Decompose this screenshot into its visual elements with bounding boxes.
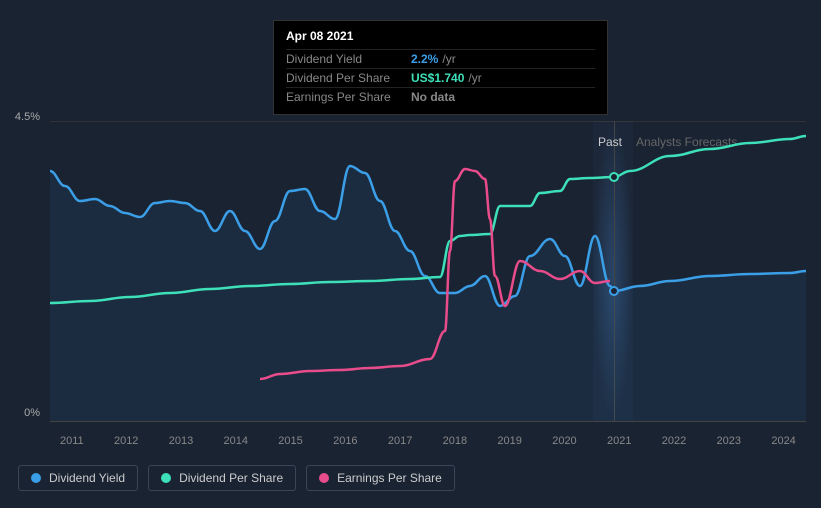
tooltip-label: Dividend Yield bbox=[286, 52, 411, 66]
legend-dot-icon bbox=[161, 473, 171, 483]
tooltip-unit: /yr bbox=[468, 71, 481, 85]
chart-bottom-border bbox=[50, 421, 806, 422]
x-axis: 2011 2012 2013 2014 2015 2016 2017 2018 2019 2020… bbox=[50, 435, 806, 447]
x-tick: 2011 bbox=[60, 435, 84, 447]
legend-dot-icon bbox=[31, 473, 41, 483]
legend-label: Earnings Per Share bbox=[337, 471, 442, 485]
tooltip-row: Dividend Per ShareUS$1.740/yr bbox=[286, 68, 595, 87]
tooltip-row: Earnings Per ShareNo data bbox=[286, 87, 595, 106]
x-tick: 2019 bbox=[497, 435, 521, 447]
chart-tooltip: Apr 08 2021 Dividend Yield2.2%/yrDividen… bbox=[273, 20, 608, 115]
legend-item[interactable]: Earnings Per Share bbox=[306, 465, 455, 491]
tooltip-row: Dividend Yield2.2% /yr bbox=[286, 49, 595, 68]
legend-item[interactable]: Dividend Yield bbox=[18, 465, 138, 491]
x-tick: 2016 bbox=[333, 435, 357, 447]
x-tick: 2024 bbox=[771, 435, 795, 447]
series-marker bbox=[610, 173, 618, 181]
tooltip-label: Dividend Per Share bbox=[286, 71, 411, 85]
y-axis-min: 0% bbox=[24, 407, 40, 419]
x-tick: 2018 bbox=[443, 435, 467, 447]
tooltip-date: Apr 08 2021 bbox=[286, 29, 595, 43]
x-tick: 2013 bbox=[169, 435, 193, 447]
legend-item[interactable]: Dividend Per Share bbox=[148, 465, 296, 491]
tooltip-label: Earnings Per Share bbox=[286, 90, 411, 104]
legend-label: Dividend Per Share bbox=[179, 471, 283, 485]
x-tick: 2014 bbox=[224, 435, 248, 447]
y-axis-max: 4.5% bbox=[15, 111, 40, 123]
x-tick: 2017 bbox=[388, 435, 412, 447]
x-tick: 2012 bbox=[114, 435, 138, 447]
tooltip-value: No data bbox=[411, 90, 455, 104]
x-tick: 2022 bbox=[662, 435, 686, 447]
legend: Dividend Yield Dividend Per Share Earnings… bbox=[18, 465, 455, 491]
x-tick: 2015 bbox=[278, 435, 302, 447]
x-tick: 2023 bbox=[717, 435, 741, 447]
tooltip-value: US$1.740 bbox=[411, 71, 464, 85]
x-tick: 2020 bbox=[552, 435, 576, 447]
legend-dot-icon bbox=[319, 473, 329, 483]
series-marker bbox=[610, 287, 618, 295]
tooltip-value: 2.2% bbox=[411, 52, 438, 66]
chart-container: 4.5% 0% Past Analysts Forecasts 20112012… bbox=[18, 105, 806, 425]
tooltip-unit: /yr bbox=[442, 52, 455, 66]
x-tick: 2021 bbox=[607, 435, 631, 447]
chart-svg bbox=[50, 121, 806, 421]
legend-label: Dividend Yield bbox=[49, 471, 125, 485]
